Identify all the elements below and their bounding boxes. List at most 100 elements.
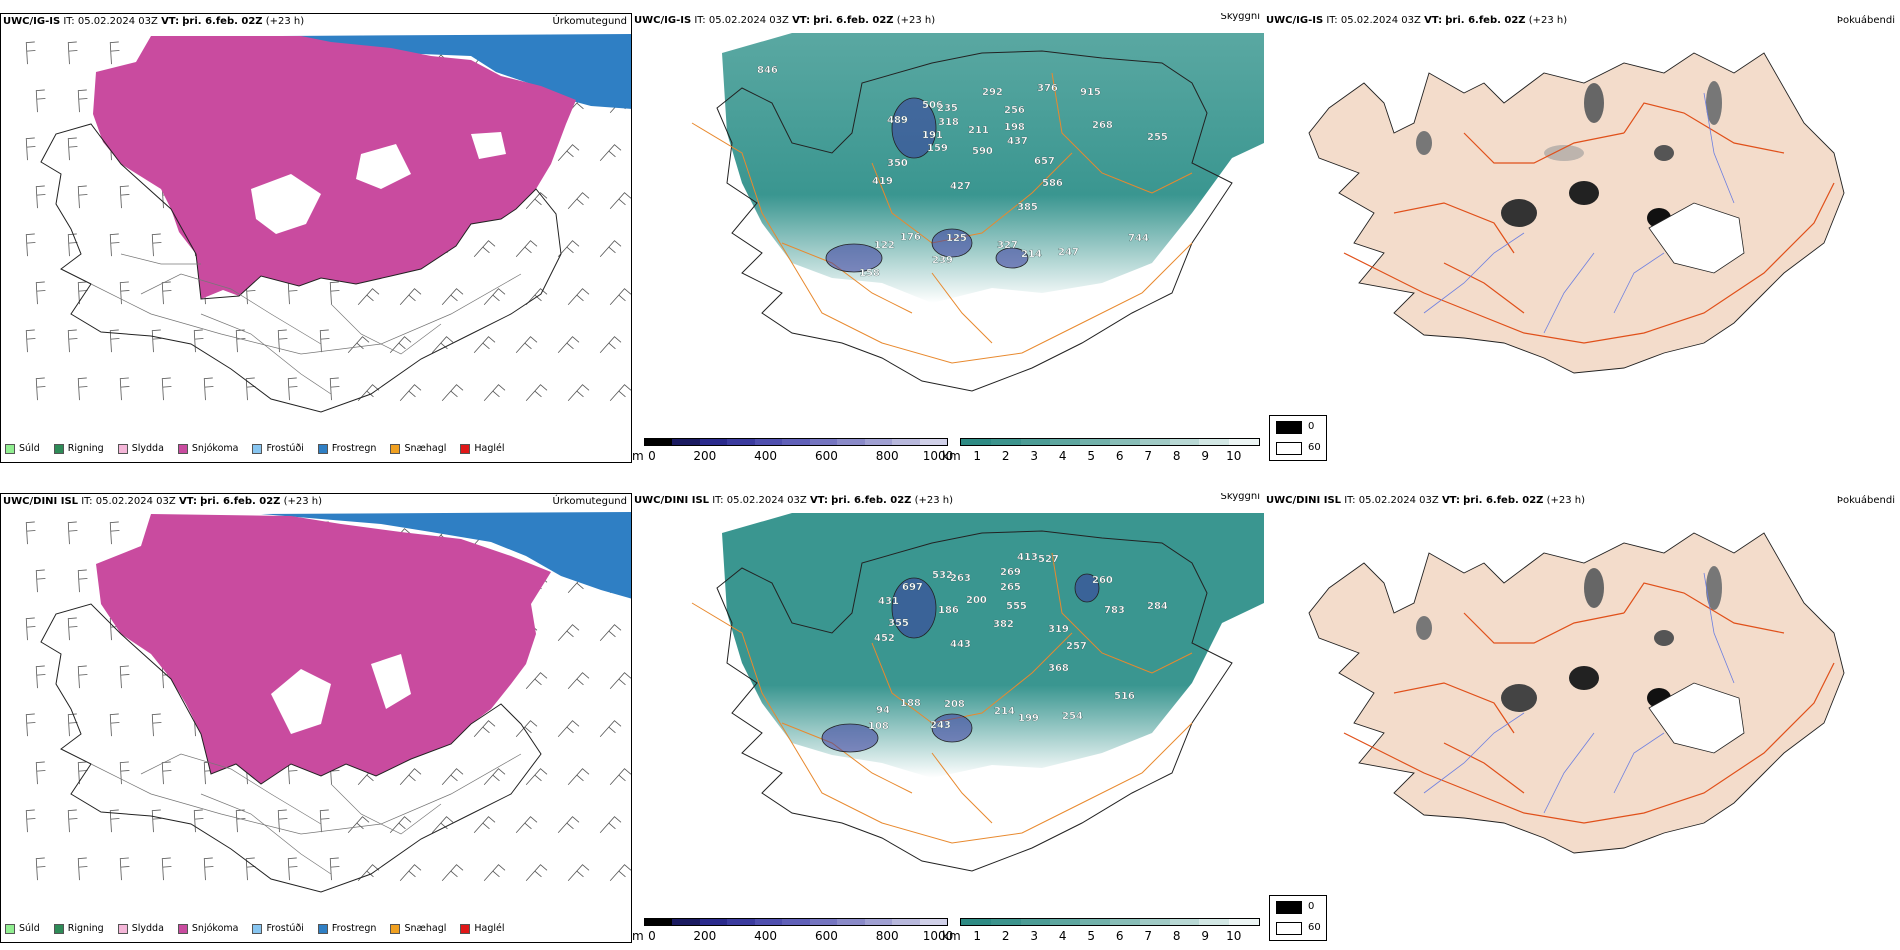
wind-barb xyxy=(329,281,340,305)
peak-height-label: 268 xyxy=(1092,120,1113,131)
colorbar-tick-label: 2 xyxy=(1001,449,1010,463)
snow-area xyxy=(93,36,576,299)
legend-label: Slydda xyxy=(131,923,164,934)
colorbar-tick-label: 5 xyxy=(1087,929,1096,943)
colorbar-cell xyxy=(672,439,700,445)
colorbar-cell xyxy=(1080,919,1110,925)
colorbar-tick-label: 9 xyxy=(1201,449,1210,463)
wind-barb xyxy=(441,768,464,786)
peak-height-label: 198 xyxy=(1004,122,1025,133)
wind-barb xyxy=(35,857,46,881)
colorbar-tick-label: 800 xyxy=(875,449,899,463)
peak-height-label: 200 xyxy=(966,595,987,606)
colorbar-cell xyxy=(782,439,810,445)
peak-height-label: 452 xyxy=(874,633,895,644)
wind-barb xyxy=(193,329,204,353)
colorbar-cell xyxy=(1080,439,1110,445)
legend-item: Frostúði xyxy=(252,923,304,934)
wind-barb xyxy=(109,233,120,257)
snow-gap xyxy=(471,132,506,159)
colorbar-cell xyxy=(919,439,947,445)
wind-barb xyxy=(557,624,580,642)
ceiling-visibility-panel-row1: UWC/IG-IS IT: 05.02.2024 03Z VT: þri. 6.… xyxy=(632,13,1264,463)
colorbar-cell xyxy=(1109,919,1140,925)
panel-header: UWC/IG-IS IT: 05.02.2024 03Z VT: þri. 6.… xyxy=(632,13,1264,29)
wind-barb xyxy=(245,857,256,881)
wind-barb xyxy=(557,144,580,162)
wind-barb xyxy=(245,377,256,401)
panel-title: Þokuábendi xyxy=(1836,495,1895,506)
peak-height-label: 350 xyxy=(887,158,908,169)
peak-height-label: 697 xyxy=(902,582,923,593)
colorbar-cell xyxy=(1139,439,1170,445)
peak-height-label: 125 xyxy=(946,233,967,244)
legend-label: Snæhagl xyxy=(404,443,447,454)
wind-barb xyxy=(599,336,622,354)
wind-barb xyxy=(473,816,496,834)
legend-item: Frostregn xyxy=(317,923,376,934)
legend-item: Snjókoma xyxy=(177,923,239,934)
wind-barb xyxy=(25,521,36,545)
colorbar-tick-label: 1000 xyxy=(922,929,954,943)
wind-barb xyxy=(609,672,631,690)
colorbar-cell xyxy=(645,919,673,925)
peak-height-label: 443 xyxy=(950,639,971,650)
peak-height-label: 327 xyxy=(997,240,1018,251)
wind-barb xyxy=(151,809,162,833)
snow-gap xyxy=(356,144,411,189)
panel-header: UWC/DINI ISL IT: 05.02.2024 03Z VT: þri.… xyxy=(632,493,1264,509)
panel-title: Úrkomutegund xyxy=(552,16,627,27)
colorbar-cell xyxy=(837,439,865,445)
wind-barb xyxy=(161,761,172,785)
colorbar-tick-label: 0 xyxy=(648,929,656,943)
peak-height-label: 263 xyxy=(950,573,971,584)
wind-barb xyxy=(161,377,172,401)
wind-barb xyxy=(161,857,172,881)
fog-index-panel-row1: UWC/IG-IS IT: 05.02.2024 03Z VT: þri. 6.… xyxy=(1264,13,1900,463)
colorbar-cell xyxy=(1109,439,1140,445)
wind-barb xyxy=(109,809,120,833)
panel-title: Úrkomutegund xyxy=(552,496,627,507)
colorbar-cell xyxy=(892,439,920,445)
peak-height-label: 318 xyxy=(938,117,959,128)
colorbar-cell xyxy=(699,439,728,445)
legend-swatch xyxy=(53,443,64,454)
wind-barb xyxy=(67,41,78,65)
peak-height-label: 427 xyxy=(950,181,971,192)
roads xyxy=(1343,582,1835,824)
peak-height-label: 122 xyxy=(874,240,895,251)
legend-item: Rigning xyxy=(53,923,104,934)
legend-swatch xyxy=(252,923,263,934)
wind-barb xyxy=(567,864,590,882)
legend-swatch xyxy=(177,443,188,454)
colorbar-cell xyxy=(1050,439,1081,445)
wind-barb xyxy=(567,192,590,210)
legend-label: Snjókoma xyxy=(191,923,239,934)
wind-barb xyxy=(483,288,506,306)
wind-barb xyxy=(77,857,88,881)
wind-barb xyxy=(25,809,36,833)
wind-barb xyxy=(609,768,631,786)
peak-height-label: 108 xyxy=(868,721,889,732)
colorbar-tick-label: 9 xyxy=(1201,929,1210,943)
peak-height-label: 186 xyxy=(938,605,959,616)
wind-barb xyxy=(235,809,246,833)
panel-header: UWC/IG-IS IT: 05.02.2024 03Z VT: þri. 6.… xyxy=(3,16,627,27)
colorbar-cell xyxy=(754,919,783,925)
colorbar-tick-label: 10 xyxy=(1226,449,1242,463)
peak-height-label: 586 xyxy=(1042,178,1063,189)
wind-barb xyxy=(599,624,622,642)
legend-label: Rigning xyxy=(67,923,104,934)
peak-height-label: 590 xyxy=(972,146,993,157)
colorbar-tick-label: 1 xyxy=(973,449,982,463)
peak-height-label: 158 xyxy=(859,268,880,279)
colorbar-cell xyxy=(1169,439,1200,445)
model-name: UWC/IG-IS xyxy=(3,16,61,27)
peak-height-label: 431 xyxy=(878,596,899,607)
wind-barb xyxy=(357,288,380,306)
precip-type-legend: Súld Rigning Slydda Snjókoma Frostúði Frostre… xyxy=(5,443,505,454)
wind-barb xyxy=(473,720,496,738)
colorbar-cell xyxy=(645,439,673,445)
